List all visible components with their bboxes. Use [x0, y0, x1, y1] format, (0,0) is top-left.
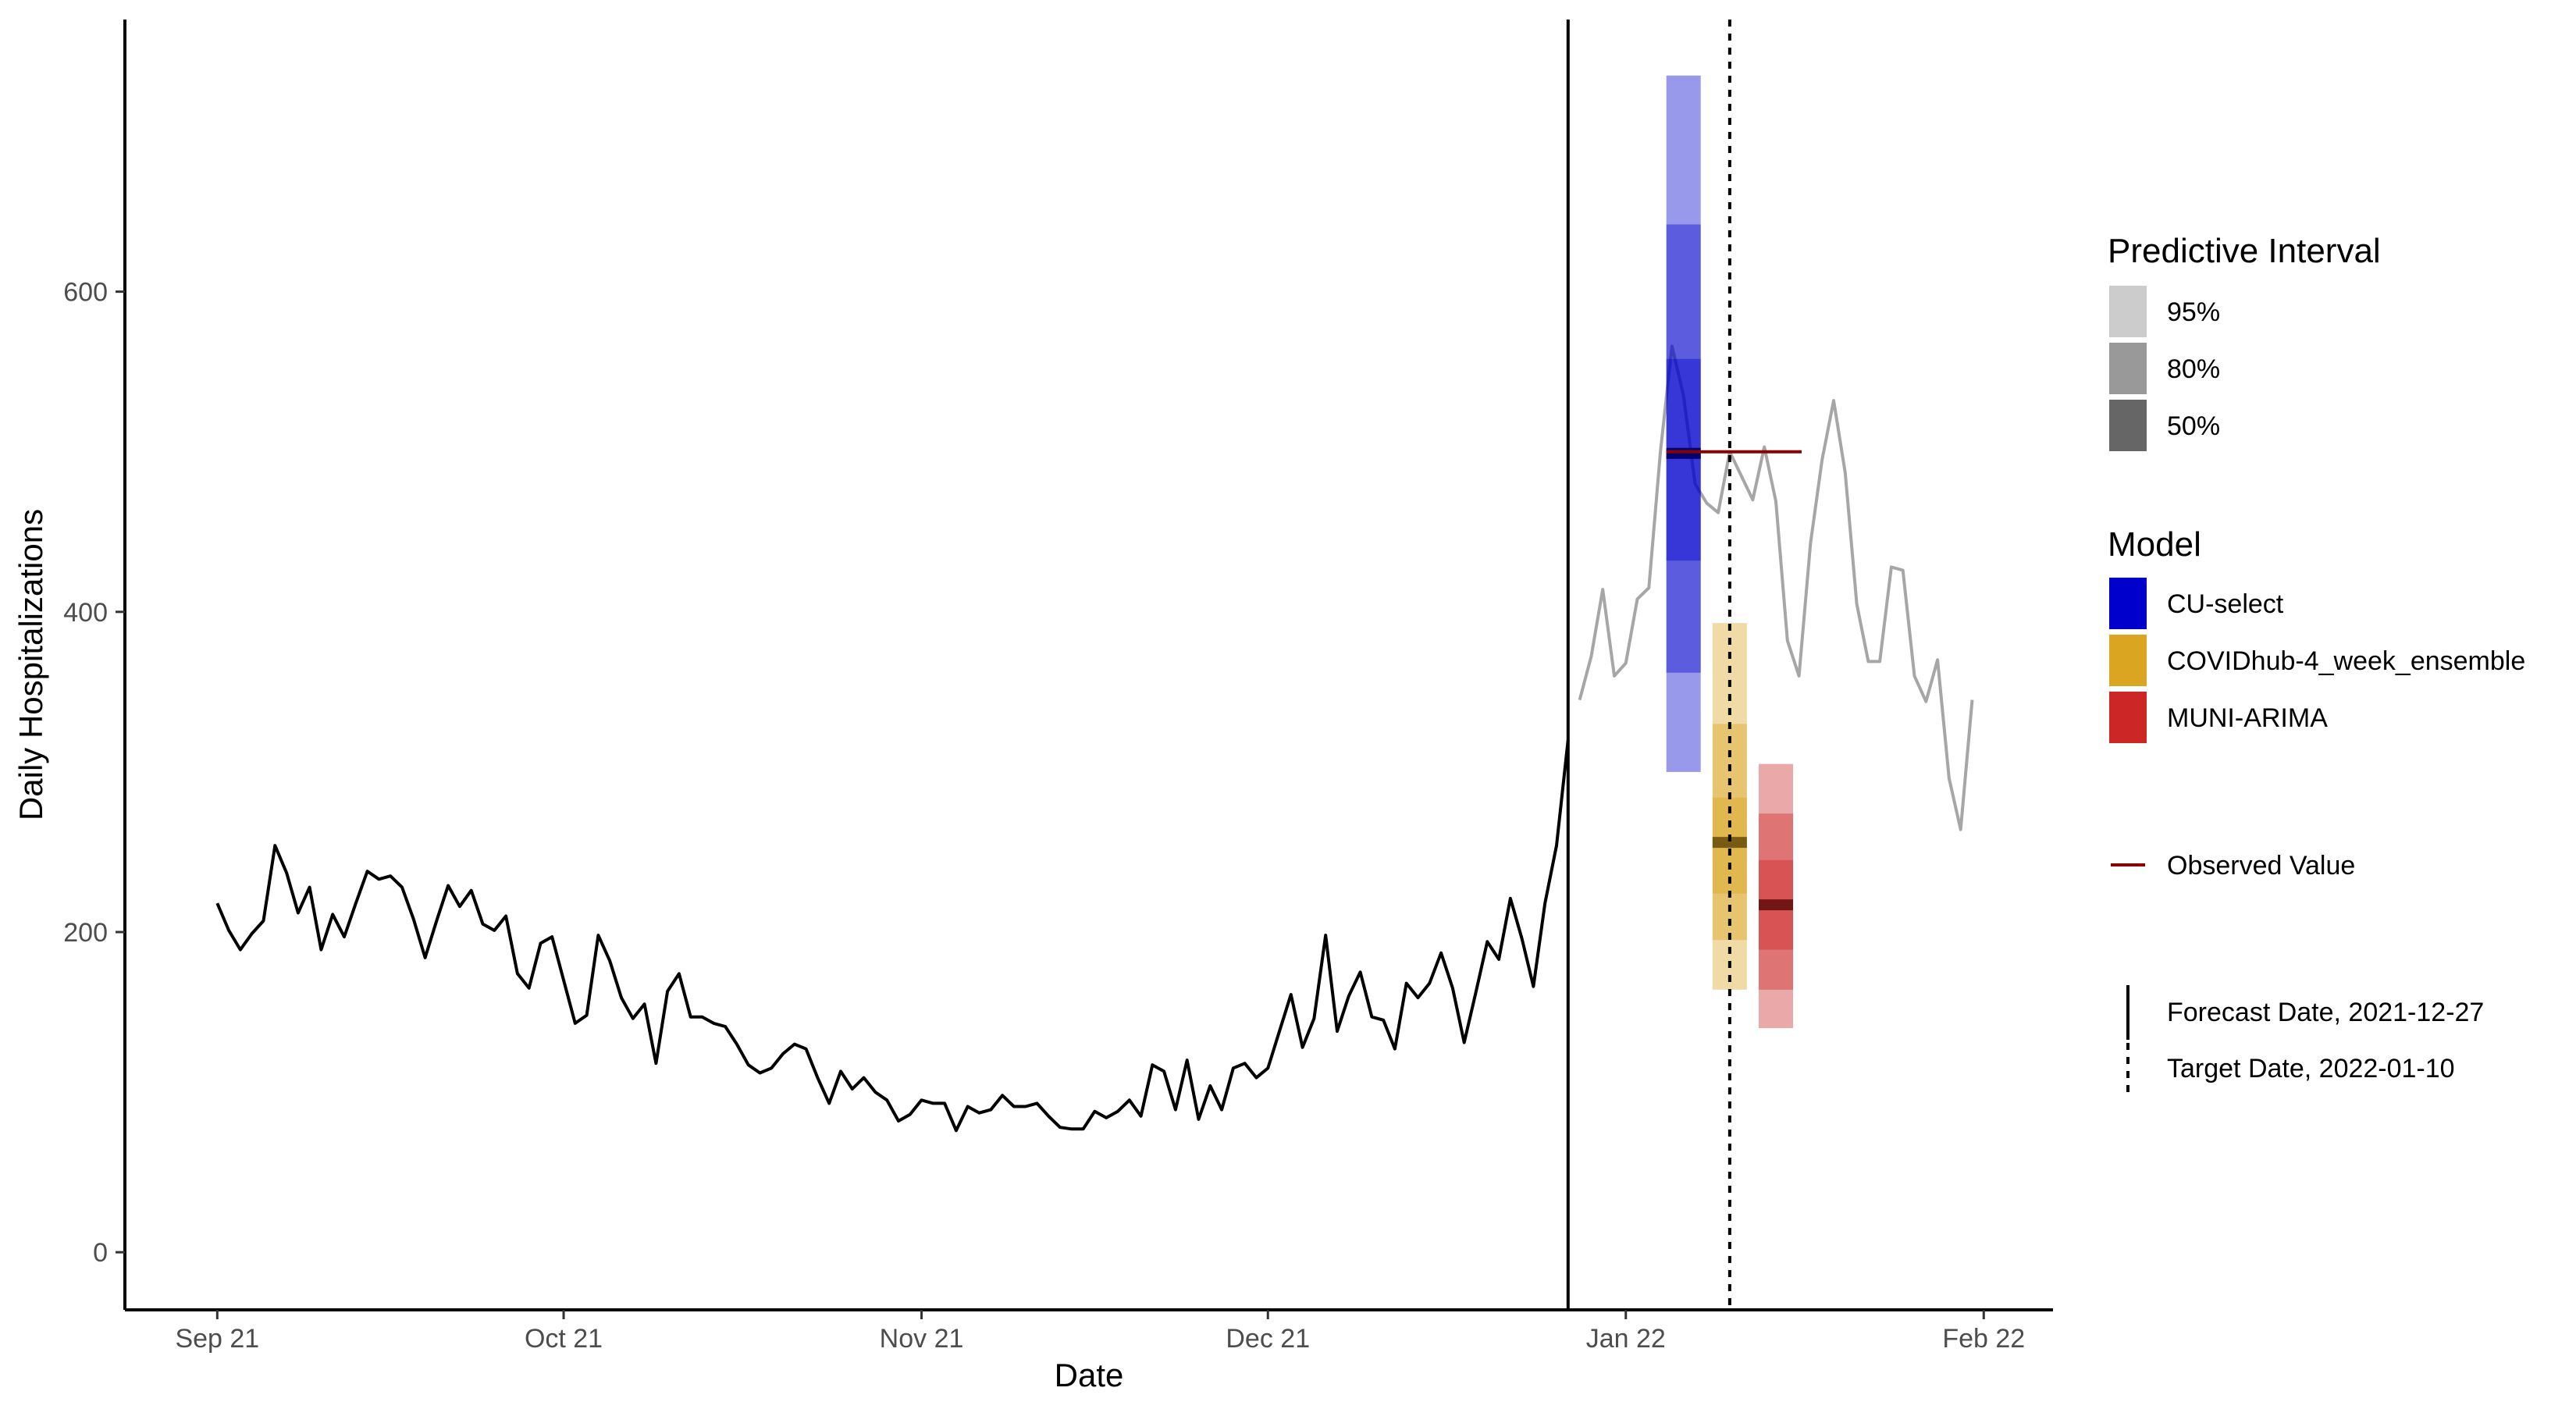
legend-observed-label: Observed Value	[2167, 851, 2355, 881]
median-cu-select	[1666, 447, 1701, 459]
training-series-line	[215, 739, 1570, 1133]
observed-series-line	[1578, 344, 1974, 831]
axes: Date Daily Hospitalizations 0 200 400 600 Se…	[12, 20, 2053, 1393]
median-muni-arima	[1759, 899, 1794, 911]
legend-interval-title: Predictive Interval	[2108, 232, 2381, 270]
legend-forecast-date-label: Forecast Date, 2021-12-27	[2167, 998, 2484, 1027]
legend-model-swatch	[2109, 635, 2147, 686]
legend-model-swatch	[2109, 692, 2147, 743]
interval-pi95-cu-select	[1666, 75, 1701, 772]
legend-interval-label: 50%	[2167, 411, 2220, 441]
legend-model-title: Model	[2108, 525, 2201, 564]
legend-interval-label: 95%	[2167, 297, 2220, 327]
x-tick-label: Nov 21	[880, 1324, 964, 1354]
median-covidhub-4-week-ensemble	[1712, 837, 1747, 849]
legend-interval-swatch	[2109, 400, 2147, 451]
legend: Predictive Interval Model Observed Value…	[2108, 232, 2525, 1099]
interval-pi95-muni-arima	[1759, 763, 1794, 1029]
legend-model-label: CU-select	[2167, 589, 2284, 619]
y-axis-title: Daily Hospitalizations	[12, 509, 49, 820]
legend-target-date-label: Target Date, 2022-01-10	[2167, 1054, 2455, 1083]
y-tick-label: 600	[63, 278, 108, 308]
legend-interval-swatch	[2109, 286, 2147, 337]
x-axis-title: Date	[1055, 1357, 1124, 1393]
y-tick-label: 0	[93, 1238, 108, 1268]
legend-model-swatch	[2109, 578, 2147, 629]
legend-interval-label: 80%	[2167, 354, 2220, 384]
x-tick-label: Oct 21	[525, 1324, 603, 1354]
plot-area	[215, 20, 1974, 1310]
y-tick-label: 400	[63, 598, 108, 628]
interval-pi50-cu-select	[1666, 358, 1701, 561]
interval-pi80-covidhub-4-week-ensemble	[1712, 724, 1747, 941]
x-tick-label: Dec 21	[1226, 1324, 1310, 1354]
legend-model-label: MUNI-ARIMA	[2167, 703, 2328, 733]
legend-interval-swatch	[2109, 343, 2147, 394]
x-tick-label: Sep 21	[175, 1324, 259, 1354]
legend-model-label: COVIDhub-4_week_ensemble	[2167, 646, 2525, 676]
y-tick-label: 200	[63, 918, 108, 948]
x-tick-label: Jan 22	[1586, 1324, 1666, 1354]
x-tick-label: Feb 22	[1942, 1324, 2025, 1354]
